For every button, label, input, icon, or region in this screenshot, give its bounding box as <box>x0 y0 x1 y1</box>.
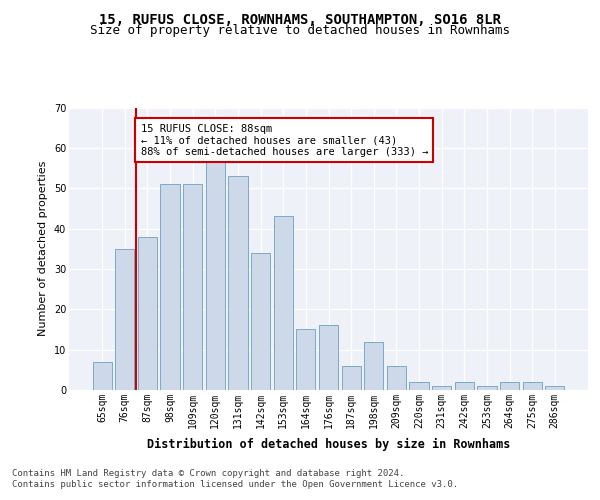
Text: Contains public sector information licensed under the Open Government Licence v3: Contains public sector information licen… <box>12 480 458 489</box>
Bar <box>251 253 270 390</box>
Bar <box>229 176 248 390</box>
Bar <box>523 382 542 390</box>
Bar <box>138 236 157 390</box>
Bar <box>341 366 361 390</box>
Bar <box>319 326 338 390</box>
Bar <box>115 249 134 390</box>
Bar <box>477 386 497 390</box>
Bar <box>500 382 519 390</box>
Text: 15, RUFUS CLOSE, ROWNHAMS, SOUTHAMPTON, SO16 8LR: 15, RUFUS CLOSE, ROWNHAMS, SOUTHAMPTON, … <box>99 12 501 26</box>
Bar <box>160 184 180 390</box>
Bar <box>274 216 293 390</box>
Text: 15 RUFUS CLOSE: 88sqm
← 11% of detached houses are smaller (43)
88% of semi-deta: 15 RUFUS CLOSE: 88sqm ← 11% of detached … <box>140 124 428 157</box>
Bar <box>387 366 406 390</box>
Text: Distribution of detached houses by size in Rownhams: Distribution of detached houses by size … <box>147 438 511 450</box>
Bar <box>455 382 474 390</box>
Text: Size of property relative to detached houses in Rownhams: Size of property relative to detached ho… <box>90 24 510 37</box>
Bar <box>296 330 316 390</box>
Bar <box>206 160 225 390</box>
Bar <box>364 342 383 390</box>
Bar <box>432 386 451 390</box>
Bar <box>545 386 565 390</box>
Bar <box>183 184 202 390</box>
Text: Contains HM Land Registry data © Crown copyright and database right 2024.: Contains HM Land Registry data © Crown c… <box>12 469 404 478</box>
Bar <box>92 362 112 390</box>
Y-axis label: Number of detached properties: Number of detached properties <box>38 161 48 336</box>
Bar <box>409 382 428 390</box>
